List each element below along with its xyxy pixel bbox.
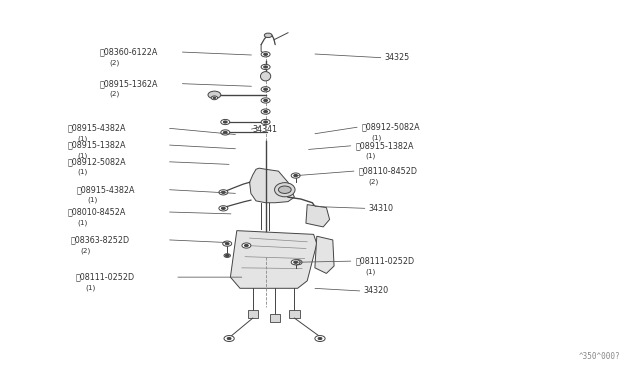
Text: 34325: 34325 (384, 53, 409, 62)
Text: ^350^000?: ^350^000? (579, 352, 621, 361)
Circle shape (213, 97, 216, 99)
Circle shape (242, 243, 251, 248)
Text: Ⓢ08360-6122A: Ⓢ08360-6122A (99, 48, 157, 57)
Text: (1): (1) (372, 134, 382, 141)
Polygon shape (230, 231, 317, 288)
Circle shape (296, 261, 300, 263)
Text: (2): (2) (81, 247, 91, 254)
Circle shape (278, 186, 291, 193)
Text: (1): (1) (77, 169, 88, 176)
Text: Ⓥ08915-1362A: Ⓥ08915-1362A (99, 79, 157, 88)
Circle shape (293, 260, 302, 265)
Text: (1): (1) (365, 268, 376, 275)
Polygon shape (250, 168, 294, 203)
Circle shape (261, 87, 270, 92)
Text: (2): (2) (109, 59, 120, 66)
Text: (1): (1) (86, 284, 96, 291)
Circle shape (224, 336, 234, 341)
Circle shape (294, 261, 298, 263)
Text: Ⓝ08912-5082A: Ⓝ08912-5082A (362, 123, 420, 132)
Text: Ⓠ08915-1382A: Ⓠ08915-1382A (355, 141, 413, 150)
Circle shape (244, 244, 248, 247)
Ellipse shape (260, 71, 271, 81)
Text: Ⓝ08912-5082A: Ⓝ08912-5082A (67, 157, 126, 166)
Text: (1): (1) (365, 153, 376, 160)
Text: (1): (1) (77, 219, 88, 226)
Polygon shape (315, 236, 334, 273)
Circle shape (261, 64, 270, 70)
Text: 34310: 34310 (368, 204, 393, 213)
Circle shape (223, 241, 232, 246)
Circle shape (264, 88, 268, 90)
Circle shape (223, 121, 227, 123)
Circle shape (211, 96, 218, 100)
Text: (1): (1) (87, 197, 97, 203)
Text: 34320: 34320 (364, 286, 388, 295)
Text: Ⓠ08915-1382A: Ⓠ08915-1382A (67, 141, 125, 150)
Circle shape (264, 66, 268, 68)
Text: (1): (1) (77, 152, 88, 159)
Circle shape (261, 52, 270, 57)
Text: Ⓑ08111-0252D: Ⓑ08111-0252D (76, 273, 134, 282)
Circle shape (318, 337, 322, 340)
Polygon shape (289, 310, 300, 318)
Circle shape (294, 174, 298, 177)
Circle shape (264, 33, 272, 38)
Circle shape (219, 190, 228, 195)
Text: Ⓑ08111-0252D: Ⓑ08111-0252D (355, 257, 414, 266)
Text: Ⓥ08915-4382A: Ⓥ08915-4382A (77, 185, 135, 194)
Circle shape (264, 99, 268, 102)
Circle shape (261, 98, 270, 103)
Circle shape (208, 91, 221, 99)
Circle shape (221, 130, 230, 135)
Circle shape (225, 243, 229, 245)
Circle shape (224, 254, 230, 257)
Polygon shape (306, 205, 330, 227)
Circle shape (223, 131, 227, 134)
Text: (2): (2) (109, 91, 120, 97)
Circle shape (291, 173, 300, 178)
Polygon shape (270, 314, 280, 322)
Text: 34341: 34341 (253, 125, 278, 134)
Circle shape (264, 121, 268, 123)
Text: Ⓑ08110-8452D: Ⓑ08110-8452D (358, 167, 417, 176)
Circle shape (221, 119, 230, 125)
Circle shape (291, 260, 300, 265)
Circle shape (264, 53, 268, 55)
Circle shape (219, 206, 228, 211)
Polygon shape (248, 310, 258, 318)
Circle shape (315, 336, 325, 341)
Text: Ⓑ08010-8452A: Ⓑ08010-8452A (67, 208, 125, 217)
Circle shape (221, 191, 225, 193)
Text: (2): (2) (369, 178, 379, 185)
Circle shape (261, 119, 270, 125)
Text: (1): (1) (77, 135, 88, 142)
Circle shape (225, 254, 229, 257)
Circle shape (221, 207, 225, 209)
Text: Ⓢ08363-8252D: Ⓢ08363-8252D (70, 235, 129, 244)
Circle shape (261, 109, 270, 114)
Circle shape (264, 110, 268, 113)
Ellipse shape (275, 183, 295, 197)
Text: Ⓠ08915-4382A: Ⓠ08915-4382A (67, 124, 125, 133)
Circle shape (227, 337, 231, 340)
